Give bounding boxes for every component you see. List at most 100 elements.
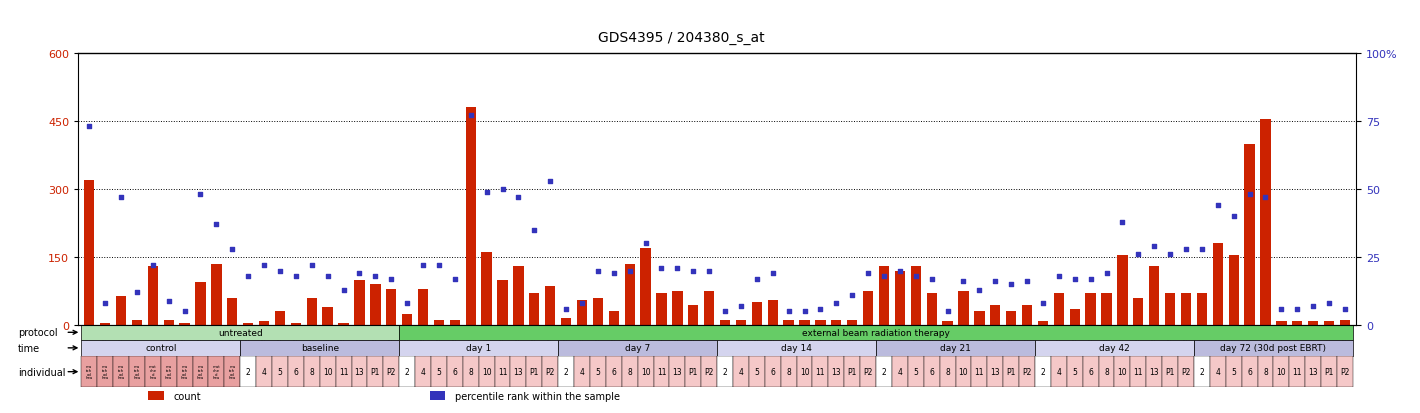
Bar xyxy=(97,356,114,387)
Point xyxy=(968,287,991,293)
Bar xyxy=(81,325,399,340)
Point xyxy=(1302,303,1325,309)
Text: ma
tch
ed
hea: ma tch ed hea xyxy=(229,364,236,379)
Bar xyxy=(1321,356,1338,387)
Point xyxy=(1000,281,1022,288)
Bar xyxy=(1069,309,1081,325)
Bar xyxy=(1308,322,1318,325)
Bar xyxy=(307,298,317,325)
Point xyxy=(173,309,196,315)
Point xyxy=(1238,192,1261,198)
Bar xyxy=(1197,294,1207,325)
Bar xyxy=(971,356,987,387)
Point xyxy=(984,278,1007,285)
Point xyxy=(1174,246,1197,252)
Point xyxy=(1095,271,1118,277)
Bar xyxy=(1241,356,1258,387)
Bar xyxy=(892,356,907,387)
Point xyxy=(856,271,879,277)
Point xyxy=(1207,202,1230,209)
Text: 2: 2 xyxy=(882,367,886,376)
Text: mat
che
d
hea: mat che d hea xyxy=(149,364,156,379)
Text: 5: 5 xyxy=(754,367,760,376)
Bar xyxy=(1149,266,1159,325)
Point xyxy=(666,265,689,271)
Bar xyxy=(84,180,94,325)
Bar xyxy=(160,356,176,387)
Bar xyxy=(240,340,399,356)
Bar xyxy=(243,323,253,325)
Bar xyxy=(733,356,748,387)
Bar xyxy=(354,280,365,325)
Bar xyxy=(402,314,412,325)
Point xyxy=(109,194,132,201)
Point xyxy=(78,124,101,131)
Bar xyxy=(163,320,173,325)
Bar xyxy=(1099,356,1115,387)
Text: 2: 2 xyxy=(723,367,727,376)
Text: 10: 10 xyxy=(1118,367,1127,376)
Bar xyxy=(765,356,781,387)
Bar xyxy=(1051,356,1066,387)
Point xyxy=(730,303,753,309)
Point xyxy=(936,309,959,315)
Bar xyxy=(447,356,463,387)
Bar xyxy=(768,300,778,325)
Text: 6: 6 xyxy=(612,367,616,376)
Point xyxy=(1015,278,1038,285)
Text: 8: 8 xyxy=(310,367,314,376)
Text: count: count xyxy=(173,391,202,401)
Bar xyxy=(622,356,638,387)
Point xyxy=(920,276,943,282)
Text: 11: 11 xyxy=(656,367,666,376)
Bar xyxy=(831,321,842,325)
Text: ma
tch
ed
hea: ma tch ed hea xyxy=(197,364,204,379)
Text: P1: P1 xyxy=(1166,367,1174,376)
Bar xyxy=(530,294,540,325)
Bar xyxy=(1162,356,1179,387)
Bar xyxy=(1054,294,1064,325)
Bar xyxy=(640,248,650,325)
Bar xyxy=(433,321,444,325)
Text: P2: P2 xyxy=(386,367,396,376)
Bar xyxy=(132,321,142,325)
Point xyxy=(301,262,324,269)
Bar xyxy=(510,356,527,387)
Bar xyxy=(450,321,460,325)
Point xyxy=(555,306,578,312)
Text: 8: 8 xyxy=(1264,367,1268,376)
Bar xyxy=(1133,298,1143,325)
Bar xyxy=(861,356,876,387)
Point xyxy=(158,297,180,304)
Text: day 7: day 7 xyxy=(625,344,650,353)
Text: P2: P2 xyxy=(1022,367,1032,376)
Point xyxy=(253,262,275,269)
Text: P1: P1 xyxy=(1007,367,1015,376)
Point xyxy=(459,113,481,119)
Bar xyxy=(1225,356,1241,387)
Bar xyxy=(1274,356,1289,387)
Point xyxy=(222,246,244,252)
Text: 6: 6 xyxy=(1088,367,1093,376)
Text: ma
tch
ed
hea: ma tch ed hea xyxy=(165,364,172,379)
Bar xyxy=(1228,255,1238,325)
Bar xyxy=(1179,356,1194,387)
Bar xyxy=(399,356,415,387)
Bar xyxy=(196,282,206,325)
Point xyxy=(507,194,530,201)
Bar xyxy=(399,340,558,356)
Point xyxy=(635,240,657,247)
Text: ma
tch
ed
hea: ma tch ed hea xyxy=(118,364,125,379)
Text: 13: 13 xyxy=(514,367,523,376)
Point xyxy=(714,309,737,315)
Bar xyxy=(258,322,270,325)
Point xyxy=(697,268,720,274)
Text: 6: 6 xyxy=(453,367,457,376)
Point xyxy=(825,300,848,307)
Text: P2: P2 xyxy=(863,367,873,376)
Bar xyxy=(876,356,892,387)
Bar xyxy=(828,356,845,387)
Text: untreated: untreated xyxy=(217,328,263,337)
Text: external beam radiation therapy: external beam radiation therapy xyxy=(802,328,950,337)
Bar xyxy=(959,291,968,325)
